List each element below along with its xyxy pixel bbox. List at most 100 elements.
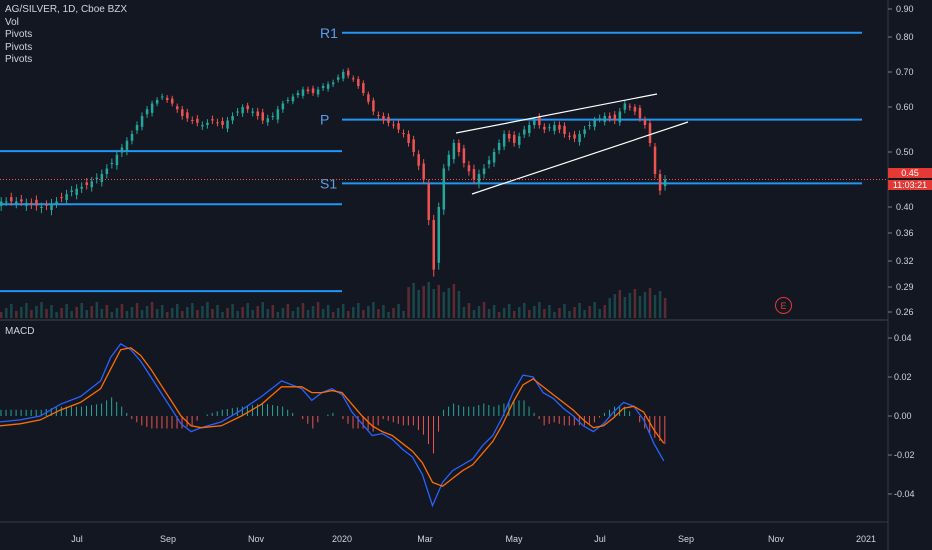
candle-body [457, 143, 461, 152]
volume-bar [236, 311, 239, 318]
candle-body [15, 201, 18, 204]
candle-body [417, 154, 420, 166]
volume-bar [150, 302, 154, 318]
earnings-marker[interactable]: E [775, 297, 792, 314]
candle-body [392, 124, 395, 126]
candle-body [658, 174, 662, 191]
candle-body [422, 163, 425, 180]
candle-body [628, 106, 632, 108]
pivot-level-label: P [320, 112, 329, 128]
legend-pivots-3: Pivots [5, 54, 33, 65]
candle-body [30, 202, 33, 205]
volume-bar [251, 310, 254, 318]
volume-bar [90, 306, 94, 318]
candle-body [206, 122, 209, 125]
volume-bar [633, 289, 637, 318]
macd-tick-label: -0.04 [894, 489, 915, 499]
candle-body [20, 199, 23, 202]
candle-body [452, 143, 456, 160]
volume-bar [186, 307, 189, 318]
candle-body [507, 134, 511, 139]
candle-body [266, 118, 270, 123]
candle-body [135, 125, 139, 131]
volume-bar [643, 292, 647, 318]
candle-body [160, 96, 164, 98]
volume-bar [0, 312, 3, 318]
candle-body [502, 134, 506, 147]
candle-body [598, 118, 601, 120]
volume-bar [191, 303, 194, 318]
candle-body [241, 107, 244, 114]
candle-body [176, 106, 179, 110]
volume-bar [206, 302, 209, 318]
candle-body [447, 154, 451, 167]
volume-bar [50, 305, 53, 318]
candle-body [603, 116, 606, 122]
candle-body [276, 109, 280, 120]
volume-bar [452, 284, 456, 318]
volume-bar [543, 309, 546, 318]
volume-bar [387, 312, 390, 318]
candle-body [5, 201, 8, 203]
candle-body [80, 186, 83, 189]
time-tick-label: Jul [594, 534, 606, 544]
volume-bar [281, 308, 285, 318]
candle-body [25, 202, 28, 206]
candle-body [55, 201, 58, 204]
volume-bar [482, 302, 486, 318]
candle-body [251, 111, 254, 113]
volume-bar [85, 310, 88, 318]
volume-bar [603, 305, 606, 318]
volume-bar [216, 305, 219, 318]
volume-bar [65, 304, 68, 318]
volume-bar [221, 312, 224, 318]
volume-bar [80, 303, 83, 318]
candle-body [296, 93, 300, 96]
time-tick-label: Nov [248, 534, 265, 544]
volume-bar [75, 307, 78, 318]
candle-body [65, 194, 68, 201]
price-tick-label: 0.90 [896, 4, 914, 14]
volume-bar [155, 309, 159, 318]
bar-countdown-tag: 11:03:21 [888, 180, 932, 190]
candle-body [553, 125, 556, 131]
price-tick-label: 0.40 [896, 202, 914, 212]
legend-symbol: AG/SILVER, 1D, Cboe BZX [5, 4, 128, 15]
candle-body [125, 140, 129, 152]
volume-bar [301, 303, 305, 318]
legend-pivots-2: Pivots [5, 41, 33, 53]
candle-body [341, 72, 345, 79]
volume-bar [367, 306, 370, 318]
volume-bar [558, 308, 561, 318]
candle-body [442, 168, 446, 210]
volume-bar [392, 308, 395, 318]
time-tick-label: 2020 [332, 534, 352, 544]
volume-bar [176, 304, 179, 318]
volume-bar [165, 312, 169, 318]
time-tick-label: May [505, 534, 523, 544]
candle-body [281, 103, 285, 110]
volume-bar [347, 311, 350, 318]
volume-bar [648, 288, 652, 318]
candle-body [663, 179, 667, 187]
volume-bar [100, 309, 104, 318]
candle-body [196, 118, 199, 123]
volume-bar [457, 291, 461, 318]
candle-body [583, 129, 586, 134]
macd-pane-label: MACD [5, 326, 35, 337]
time-tick-label: Nov [768, 534, 785, 544]
volume-bar [447, 288, 451, 318]
wedge-lower-line [471, 121, 689, 195]
volume-bar [492, 305, 496, 318]
candle-body [347, 70, 350, 76]
candle-body [231, 116, 234, 121]
price-tick-label: 0.26 [896, 307, 914, 317]
candle-body [372, 100, 375, 112]
candle-body [623, 103, 627, 110]
wedge-upper-line [455, 93, 658, 134]
candle-body [482, 168, 486, 174]
price-tick-label: 0.70 [896, 67, 914, 77]
volume-bar [120, 304, 124, 318]
